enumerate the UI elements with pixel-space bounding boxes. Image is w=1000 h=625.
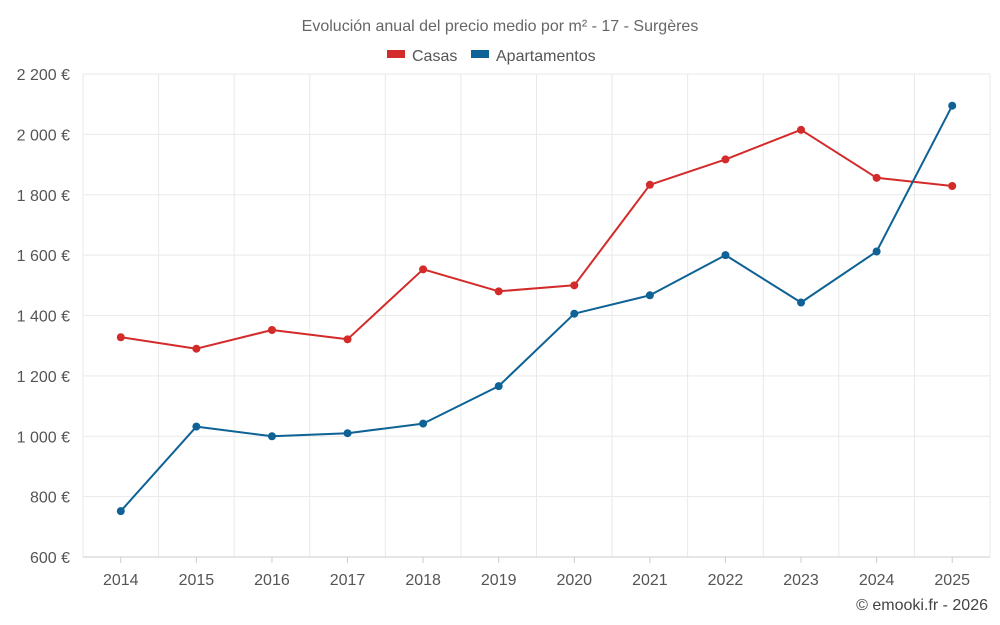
- credit-text: © emooki.fr - 2026: [856, 597, 988, 614]
- x-tick-label: 2016: [254, 572, 290, 589]
- y-tick-label: 1 800 €: [17, 188, 70, 205]
- data-point-casas[interactable]: [570, 281, 579, 290]
- x-tick-label: 2025: [934, 572, 970, 589]
- data-point-casas[interactable]: [419, 265, 428, 274]
- data-point-apartamentos[interactable]: [570, 309, 579, 318]
- y-tick-label: 1 200 €: [17, 369, 70, 386]
- data-point-casas[interactable]: [645, 180, 654, 189]
- data-point-casas[interactable]: [494, 287, 503, 296]
- x-tick-label: 2018: [405, 572, 441, 589]
- data-point-casas[interactable]: [192, 344, 201, 353]
- legend-item-apartamentos[interactable]: Apartamentos: [471, 48, 596, 65]
- y-tick-label: 2 200 €: [17, 67, 70, 84]
- chart-title: Evolución anual del precio medio por m² …: [302, 18, 699, 35]
- legend-label-casas: Casas: [412, 48, 457, 65]
- data-point-apartamentos[interactable]: [872, 247, 881, 256]
- series-apartamentos: [116, 101, 957, 516]
- y-tick-label: 2 000 €: [17, 127, 70, 144]
- x-tick-label: 2024: [859, 572, 895, 589]
- x-tick-label: 2015: [179, 572, 215, 589]
- data-point-casas[interactable]: [948, 181, 957, 190]
- legend-item-casas[interactable]: Casas: [387, 48, 457, 65]
- series-group: [116, 101, 957, 516]
- data-point-apartamentos[interactable]: [343, 429, 352, 438]
- data-point-apartamentos[interactable]: [419, 419, 428, 428]
- series-line-casas: [120, 128, 953, 350]
- x-axis: 2014 2015 2016 2017 2018 2019 2020 2021 2022 2023…: [83, 556, 990, 589]
- y-tick-label: 800 €: [30, 490, 70, 507]
- x-tick-label: 2017: [330, 572, 366, 589]
- data-point-apartamentos[interactable]: [494, 382, 503, 391]
- data-point-apartamentos[interactable]: [116, 507, 125, 516]
- y-tick-label: 600 €: [30, 550, 70, 567]
- data-point-casas[interactable]: [721, 155, 730, 164]
- data-point-casas[interactable]: [872, 173, 881, 182]
- x-tick-label: 2014: [103, 572, 139, 589]
- data-point-apartamentos[interactable]: [645, 291, 654, 300]
- y-tick-label: 1 600 €: [17, 248, 70, 265]
- y-axis: 600 € 800 € 1 000 € 1 200 € 1 400 € 1 600 € 1 …: [17, 67, 70, 567]
- legend-swatch-apartamentos: [471, 50, 489, 58]
- data-point-apartamentos[interactable]: [948, 101, 957, 110]
- data-point-apartamentos[interactable]: [192, 422, 201, 431]
- data-point-apartamentos[interactable]: [267, 432, 276, 441]
- y-tick-label: 1 400 €: [17, 309, 70, 326]
- x-tick-label: 2021: [632, 572, 668, 589]
- legend: Casas Apartamentos: [387, 48, 596, 65]
- x-tick-label: 2019: [481, 572, 517, 589]
- data-point-apartamentos[interactable]: [721, 251, 730, 260]
- x-tick-label: 2020: [556, 572, 592, 589]
- y-tick-label: 1 000 €: [17, 429, 70, 446]
- series-casas: [116, 125, 957, 353]
- x-tick-label: 2022: [708, 572, 744, 589]
- data-point-apartamentos[interactable]: [797, 298, 806, 307]
- x-tick-label: 2023: [783, 572, 819, 589]
- data-point-casas[interactable]: [343, 335, 352, 344]
- data-point-casas[interactable]: [116, 333, 125, 342]
- grid: [82, 73, 991, 558]
- legend-label-apartamentos: Apartamentos: [496, 48, 596, 65]
- data-point-casas[interactable]: [267, 325, 276, 334]
- data-point-casas[interactable]: [797, 125, 806, 134]
- series-line-apartamentos: [120, 105, 954, 512]
- legend-swatch-casas: [387, 50, 405, 58]
